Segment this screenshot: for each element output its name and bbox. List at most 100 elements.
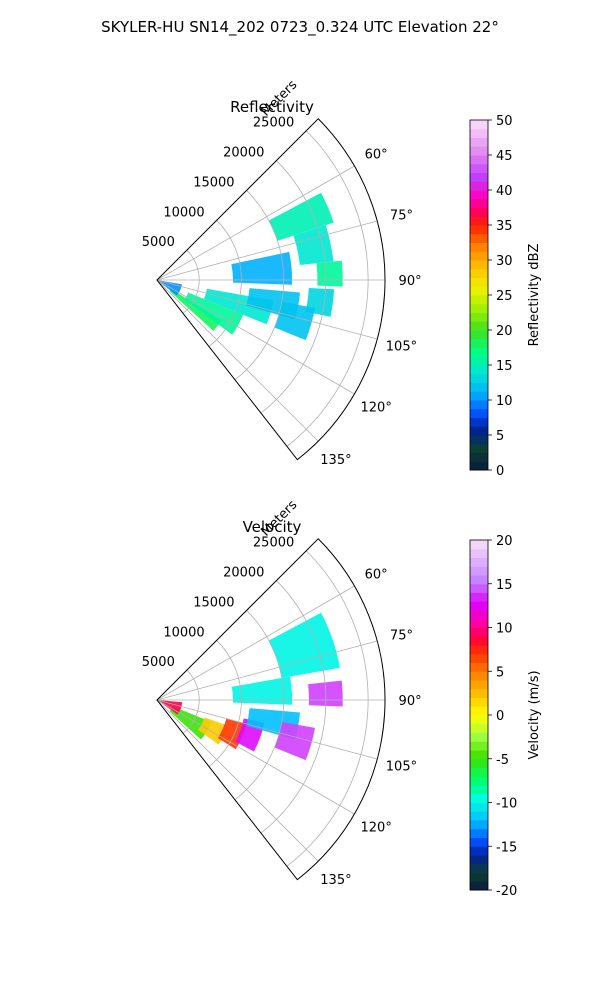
reflectivity-echoes <box>157 192 343 341</box>
reflectivity-colorbar-step <box>470 452 488 462</box>
reflectivity-azimuth-spoke <box>156 279 319 442</box>
velocity-range-ring <box>234 610 285 801</box>
reflectivity-echo-region <box>268 192 334 241</box>
reflectivity-range-tick-label: 5000 <box>142 235 175 250</box>
reflectivity-colorbar-step <box>470 137 488 147</box>
velocity-colorbar-step <box>470 855 488 865</box>
velocity-panel: Velocity 5000 10000 15000 20000 25000 60° 75°… <box>142 497 542 899</box>
reflectivity-range-labels: 5000 10000 15000 20000 25000 <box>142 116 295 250</box>
velocity-azimuth-spoke <box>156 699 378 760</box>
reflectivity-echo-region <box>274 301 316 341</box>
reflectivity-colorbar-step <box>470 233 488 243</box>
reflectivity-colorbar-step <box>470 417 488 427</box>
reflectivity-colorbar-step <box>470 190 488 200</box>
reflectivity-azimuth-tick-label: 105° <box>386 340 417 355</box>
reflectivity-azimuth-tick-label: 120° <box>361 401 392 416</box>
reflectivity-range-tick-label: 15000 <box>193 175 234 190</box>
reflectivity-colorbar-step <box>470 365 488 375</box>
reflectivity-grid <box>156 118 386 461</box>
reflectivity-colorbar-step <box>470 303 488 313</box>
velocity-colorbar-step <box>470 662 488 672</box>
reflectivity-colorbar-step <box>470 408 488 418</box>
reflectivity-range-tick-label: 10000 <box>163 205 204 220</box>
reflectivity-azimuth-spoke <box>156 279 378 340</box>
velocity-range-tick-label: 5000 <box>142 655 175 670</box>
reflectivity-colorbar-tick-label: 5 <box>496 429 504 444</box>
velocity-colorbar-tick-label: -20 <box>496 884 517 899</box>
velocity-colorbar-tick-label: 20 <box>496 534 513 549</box>
reflectivity-colorbar-tick-label: 45 <box>496 149 513 164</box>
reflectivity-azimuth-spoke <box>156 165 355 281</box>
reflectivity-colorbar-step <box>470 391 488 401</box>
reflectivity-colorbar-tick-label: 0 <box>496 464 504 479</box>
reflectivity-colorbar-tick-label: 15 <box>496 359 513 374</box>
reflectivity-colorbar-step <box>470 198 488 208</box>
velocity-colorbar-step <box>470 680 488 690</box>
reflectivity-colorbar-step <box>470 461 488 471</box>
velocity-colorbar: -20 -15 -10 -5 0 5 10 15 20 Velocity (m/s) <box>469 534 542 899</box>
velocity-colorbar-step <box>470 837 488 847</box>
reflectivity-colorbar-step <box>470 172 488 182</box>
reflectivity-azimuth-tick-label: 75° <box>390 208 413 223</box>
reflectivity-echo-region <box>316 260 343 287</box>
reflectivity-echo-region <box>169 288 222 331</box>
reflectivity-colorbar-step <box>470 155 488 165</box>
velocity-azimuth-tick-label: 120° <box>361 821 392 836</box>
reflectivity-colorbar-step <box>470 382 488 392</box>
velocity-colorbar-tick-label: 10 <box>496 622 513 637</box>
reflectivity-colorbar: 0 5 10 15 20 25 30 35 40 45 50 Reflectivity dBZ <box>469 114 542 479</box>
velocity-range-ring <box>182 669 200 734</box>
velocity-colorbar-label: Velocity (m/s) <box>527 670 542 759</box>
reflectivity-colorbar-tick-label: 30 <box>496 254 513 269</box>
velocity-azimuth-spoke <box>156 585 355 701</box>
velocity-colorbar-step <box>470 627 488 637</box>
reflectivity-colorbar-step <box>470 330 488 340</box>
reflectivity-echo-region <box>184 292 244 335</box>
velocity-azimuth-tick-label: 75° <box>390 628 413 643</box>
reflectivity-colorbar-tick-label: 20 <box>496 324 513 339</box>
velocity-colorbar-tick-label: -15 <box>496 840 517 855</box>
velocity-colorbar-tick-label: 0 <box>496 709 504 724</box>
velocity-colorbar-step <box>470 802 488 812</box>
velocity-range-ring <box>260 580 327 834</box>
velocity-colorbar-step <box>470 872 488 882</box>
reflectivity-echo-region <box>231 251 293 285</box>
reflectivity-colorbar-step <box>470 426 488 436</box>
velocity-colorbar-step <box>470 723 488 733</box>
velocity-range-ring <box>208 640 242 767</box>
velocity-colorbar-step <box>470 715 488 725</box>
velocity-colorbar-step <box>470 811 488 821</box>
velocity-azimuth-tick-label: 60° <box>365 567 388 582</box>
velocity-range-tick-label: 15000 <box>193 595 234 610</box>
reflectivity-range-ring <box>260 160 327 414</box>
velocity-colorbar-step <box>470 583 488 593</box>
reflectivity-colorbar-step <box>470 356 488 366</box>
reflectivity-colorbar-step <box>470 163 488 173</box>
reflectivity-colorbar-step <box>470 286 488 296</box>
reflectivity-colorbar-step <box>470 120 488 130</box>
velocity-azimuth-spoke <box>156 699 355 815</box>
velocity-azimuth-spoke <box>156 699 319 862</box>
velocity-colorbar-step <box>470 881 488 891</box>
reflectivity-colorbar-step <box>470 295 488 305</box>
velocity-colorbar-tick-label: -10 <box>496 797 517 812</box>
reflectivity-azimuth-labels: 60° 75° 90° 105° 120° 135° <box>320 147 421 467</box>
reflectivity-colorbar-tick-label: 35 <box>496 219 513 234</box>
reflectivity-panel: Reflectivity 5000 10000 15000 20000 25000 60… <box>142 77 542 479</box>
velocity-colorbar-step <box>470 671 488 681</box>
reflectivity-colorbar-step <box>470 128 488 138</box>
reflectivity-range-ring <box>286 130 369 447</box>
velocity-colorbar-step <box>470 566 488 576</box>
velocity-azimuth-labels: 60° 75° 90° 105° 120° 135° <box>320 567 421 887</box>
velocity-azimuth-tick-label: 135° <box>320 873 351 888</box>
velocity-colorbar-step <box>470 820 488 830</box>
reflectivity-colorbar-step <box>470 321 488 331</box>
velocity-colorbar-step <box>470 618 488 628</box>
velocity-colorbar-step <box>470 688 488 698</box>
velocity-colorbar-step <box>470 776 488 786</box>
reflectivity-colorbar-step <box>470 225 488 235</box>
velocity-colorbar-step <box>470 758 488 768</box>
reflectivity-colorbar-step <box>470 242 488 252</box>
velocity-range-labels: 5000 10000 15000 20000 25000 <box>142 536 295 670</box>
velocity-colorbar-step <box>470 767 488 777</box>
